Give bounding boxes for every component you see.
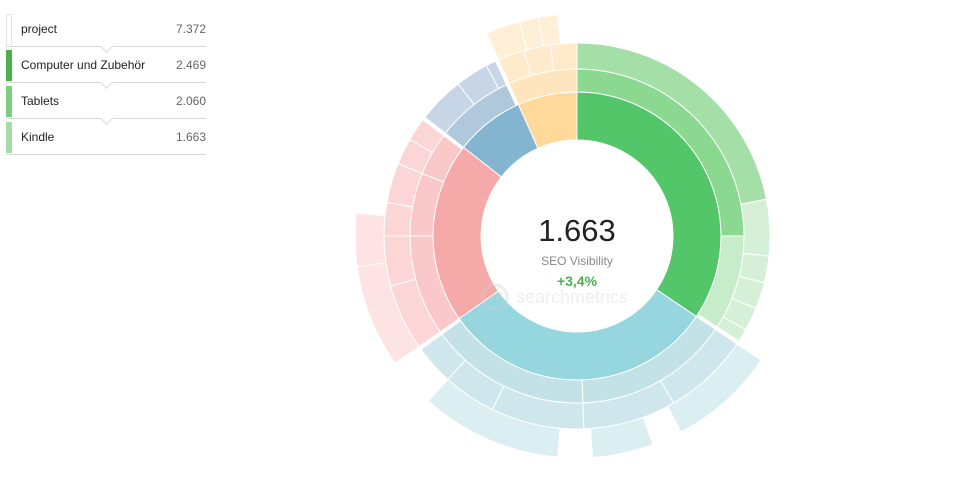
watermark-text: searchmetrics [516, 286, 629, 307]
searchmetrics-watermark: searchmetrics [480, 282, 628, 312]
breadcrumb-item-tablets[interactable]: Tablets 2.060 [6, 83, 206, 125]
breadcrumb-color-bar [6, 14, 12, 45]
breadcrumb-item-project[interactable]: project 7.372 [6, 11, 206, 53]
center-value: 1.663 [538, 213, 616, 248]
center-label: SEO Visibility [541, 254, 613, 268]
breadcrumb-item-computer[interactable]: Computer und Zubehör 2.469 [6, 47, 206, 89]
sunburst-segment-level3-10[interactable] [420, 333, 466, 381]
breadcrumb-label: project [21, 22, 58, 36]
breadcrumb-color-bar [6, 122, 12, 153]
sunburst-segment-level3-1[interactable] [740, 198, 771, 257]
sunburst-segment-level3-5[interactable] [716, 316, 747, 342]
breadcrumb-label: Tablets [21, 94, 60, 108]
sunburst-segment-level4-2[interactable] [427, 378, 561, 458]
breadcrumb-label: Kindle [21, 130, 55, 144]
sunburst-segment-level3-19[interactable] [485, 60, 508, 90]
center-delta: +3,4% [556, 273, 598, 289]
breadcrumb-color-bar [6, 50, 12, 81]
breadcrumb-item-kindle[interactable]: Kindle 1.663 [6, 119, 206, 155]
searchmetrics-logo-icon [481, 283, 509, 311]
breadcrumb-value: 2.060 [175, 94, 206, 108]
sunburst-segment-level3-16[interactable] [409, 119, 445, 154]
sunburst-segment-level4-1[interactable] [589, 416, 654, 458]
sunburst-segment-level3-13[interactable] [383, 201, 414, 237]
sunburst-segment-level4-4[interactable] [354, 212, 387, 268]
sunburst-segment-level4-0[interactable] [666, 343, 762, 433]
breadcrumb-value: 1.663 [175, 130, 206, 144]
breadcrumb-value: 2.469 [175, 58, 206, 72]
sunburst-segment-level4-7[interactable] [537, 14, 561, 47]
sunburst-segment-level3-22[interactable] [549, 42, 578, 72]
breadcrumb-color-bar [6, 86, 12, 117]
breadcrumb: project 7.372 Computer und Zubehör 2.469… [6, 11, 206, 155]
breadcrumb-label: Computer und Zubehör [21, 58, 146, 72]
breadcrumb-value: 7.372 [175, 22, 206, 36]
